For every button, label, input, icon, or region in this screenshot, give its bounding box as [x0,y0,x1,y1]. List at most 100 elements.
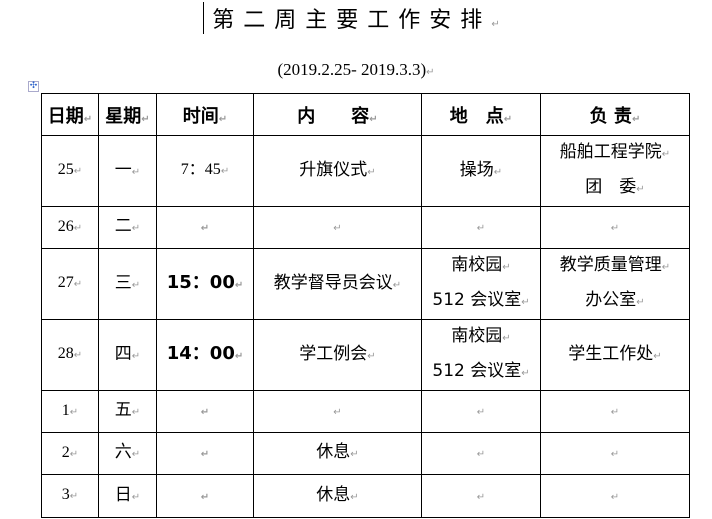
content-cell[interactable]: 休息 [253,474,422,518]
owner-cell[interactable]: 教学质量管理办公室 [540,248,690,320]
time-cell[interactable] [156,206,254,249]
location-cell[interactable] [421,390,541,433]
content-cell-text: 教学督导员会议 [254,267,421,302]
table-row: 28四14：00学工例会南校园512 会议室学生工作处 [41,319,690,391]
owner-cell-text: 团 委 [541,171,689,206]
time-cell-text [157,479,253,514]
weekday-cell[interactable]: 一 [98,135,157,207]
header-owner: 负 责 [540,93,690,136]
header-weekday: 星期 [98,93,157,136]
weekday-cell[interactable]: 五 [98,390,157,433]
owner-cell-text: 学生工作处 [541,338,689,373]
table-row: 1五 [41,390,690,433]
table-row: 25一7：45升旗仪式操场船舶工程学院团 委 [41,135,690,207]
content-cell-text [254,210,421,245]
time-cell[interactable]: 14：00 [156,319,254,391]
location-cell[interactable] [421,474,541,518]
time-cell[interactable]: 15：00 [156,248,254,320]
table-header-row: 日期 星期 时间 内 容 地 点 负 责 [41,93,690,136]
text-cursor [203,2,204,34]
weekday-cell-text: 五 [99,394,156,429]
table-move-handle-icon[interactable]: ✣ [28,81,39,92]
document-title: 第二周主要工作安排 [0,2,712,34]
content-cell[interactable]: 升旗仪式 [253,135,422,207]
date-cell-text: 3 [42,479,98,513]
time-cell[interactable] [156,474,254,518]
content-cell[interactable] [253,206,422,249]
location-cell-text: 南校园 [422,320,540,355]
owner-cell-text: 教学质量管理 [541,249,689,284]
date-cell-text: 25 [42,154,98,188]
header-content: 内 容 [253,93,422,136]
content-cell[interactable]: 休息 [253,432,422,475]
owner-cell[interactable] [540,432,690,475]
content-cell[interactable]: 学工例会 [253,319,422,391]
date-cell-text: 28 [42,338,98,372]
time-cell[interactable]: 7：45 [156,135,254,207]
owner-cell-text [541,479,689,514]
header-location: 地 点 [421,93,541,136]
weekday-cell-text: 二 [99,210,156,245]
date-cell[interactable]: 25 [41,135,99,207]
date-cell[interactable]: 27 [41,248,99,320]
location-cell-text [422,436,540,471]
date-cell[interactable]: 26 [41,206,99,249]
header-time: 时间 [156,93,254,136]
owner-cell-text [541,436,689,471]
time-cell-text [157,210,253,245]
weekday-cell[interactable]: 四 [98,319,157,391]
table-row: 3日 休息 [41,474,690,518]
date-cell-text: 26 [42,211,98,245]
date-cell-text: 2 [42,437,98,471]
content-cell-text: 学工例会 [254,338,421,373]
time-cell-text [157,394,253,429]
weekday-cell-text: 日 [99,479,156,514]
content-cell[interactable]: 教学督导员会议 [253,248,422,320]
location-cell[interactable] [421,206,541,249]
location-cell[interactable]: 南校园512 会议室 [421,248,541,320]
location-cell[interactable] [421,432,541,475]
schedule-table: 日期 星期 时间 内 容 地 点 负 责 25一7：45升旗仪式操场船舶工程学院… [41,93,690,518]
owner-cell[interactable] [540,474,690,518]
weekday-cell[interactable]: 日 [98,474,157,518]
time-cell[interactable] [156,432,254,475]
time-cell-text: 7：45 [157,154,253,188]
header-date: 日期 [41,93,99,136]
table-row: 26二 [41,206,690,249]
time-cell[interactable] [156,390,254,433]
location-cell[interactable]: 操场 [421,135,541,207]
owner-cell-text [541,210,689,245]
location-cell-text [422,479,540,514]
weekday-cell[interactable]: 六 [98,432,157,475]
location-cell-text: 512 会议室 [422,284,540,319]
content-cell-text: 升旗仪式 [254,154,421,189]
table-row: 2六 休息 [41,432,690,475]
date-cell[interactable]: 28 [41,319,99,391]
weekday-cell[interactable]: 三 [98,248,157,320]
table-row: 27三15：00教学督导员会议南校园512 会议室教学质量管理办公室 [41,248,690,320]
date-cell[interactable]: 3 [41,474,99,518]
content-cell-text: 休息 [254,436,421,471]
content-cell-text [254,394,421,429]
content-cell[interactable] [253,390,422,433]
location-cell-text: 操场 [422,154,540,189]
time-cell-text [157,436,253,471]
weekday-cell-text: 三 [99,267,156,302]
date-cell-text: 27 [42,267,98,301]
owner-cell-text: 办公室 [541,284,689,319]
date-cell[interactable]: 2 [41,432,99,475]
owner-cell[interactable]: 船舶工程学院团 委 [540,135,690,207]
time-cell-text: 15：00 [157,267,253,302]
owner-cell[interactable] [540,390,690,433]
owner-cell[interactable] [540,206,690,249]
location-cell-text [422,394,540,429]
location-cell[interactable]: 南校园512 会议室 [421,319,541,391]
weekday-cell[interactable]: 二 [98,206,157,249]
content-cell-text: 休息 [254,479,421,514]
date-range: (2019.2.25- 2019.3.3) [0,60,712,80]
location-cell-text: 512 会议室 [422,355,540,390]
weekday-cell-text: 一 [99,154,156,189]
weekday-cell-text: 四 [99,338,156,373]
owner-cell[interactable]: 学生工作处 [540,319,690,391]
date-cell[interactable]: 1 [41,390,99,433]
